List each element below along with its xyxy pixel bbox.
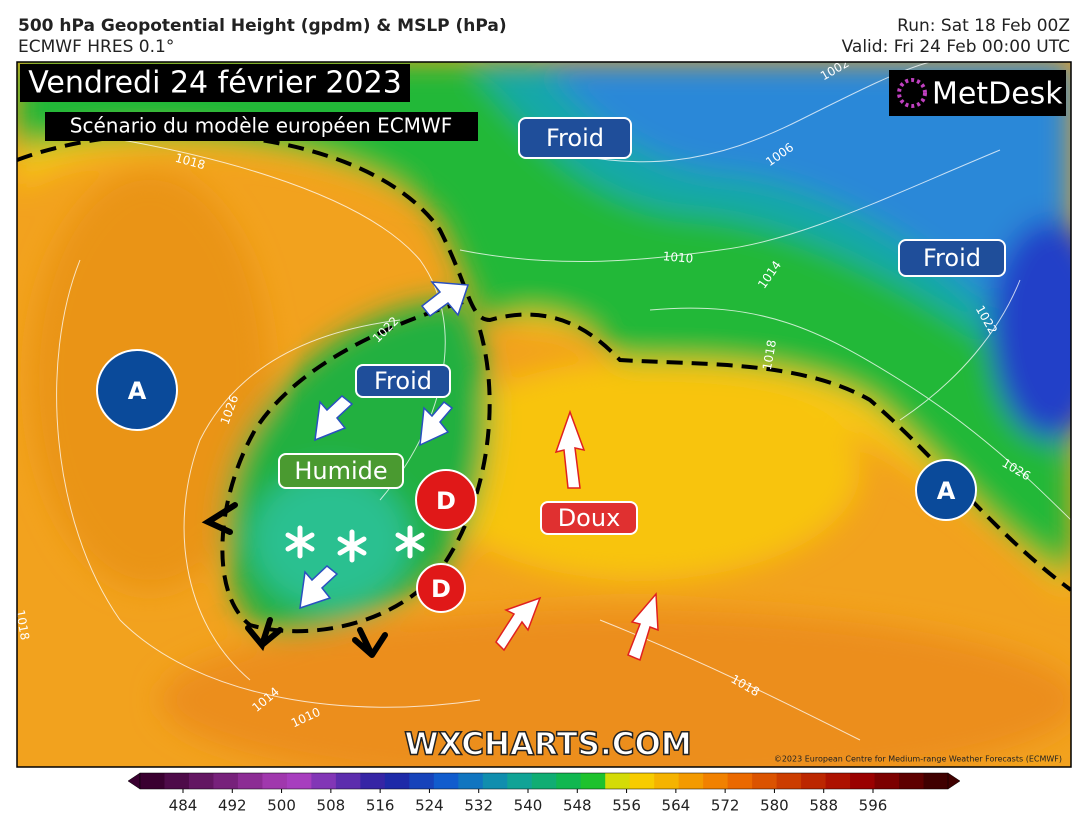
colorbar-swatch xyxy=(850,773,876,789)
logo: MetDesk xyxy=(932,77,1063,112)
colorbar-tick-label: 532 xyxy=(464,797,493,815)
isobar-label: 1018 xyxy=(13,609,32,642)
colorbar-tick-label: 500 xyxy=(267,797,296,815)
pressure-center-label: D xyxy=(431,575,451,603)
isobars xyxy=(56,62,1071,741)
scenario: Scénario du modèle européen ECMWF xyxy=(70,114,452,138)
colorbar-swatch xyxy=(188,773,214,789)
colorbar-swatch xyxy=(311,773,337,789)
colorbar-tick-label: 516 xyxy=(366,797,395,815)
colorbar-swatch xyxy=(678,773,704,789)
colorbar-swatch xyxy=(703,773,729,789)
colorbar-swatch xyxy=(727,773,753,789)
colorbar-tick-label: 548 xyxy=(563,797,592,815)
colorbar-swatch xyxy=(213,773,239,789)
colorbar-tick-label: 580 xyxy=(760,797,789,815)
pressure-center-label: D xyxy=(436,487,456,515)
colorbar-swatch xyxy=(237,773,263,789)
colorbar-end xyxy=(127,772,141,790)
contour-552 xyxy=(17,131,1071,592)
colorbar-swatch xyxy=(384,773,410,789)
colorbar-swatch xyxy=(605,773,631,789)
pressure-center xyxy=(415,469,477,531)
scenario-box xyxy=(45,112,478,141)
colorbar-swatch xyxy=(629,773,655,789)
colorbar-tick-label: 556 xyxy=(612,797,641,815)
colorbar-outline xyxy=(139,772,949,790)
label-text: Froid xyxy=(546,124,604,152)
logo-icon xyxy=(897,78,927,108)
isobar-label: 1010 xyxy=(662,249,694,266)
colorbar-swatch xyxy=(286,773,312,789)
cold-arrows xyxy=(299,281,470,610)
label-text: Doux xyxy=(558,504,621,532)
colorbar-swatch xyxy=(556,773,582,789)
colorbar-swatch xyxy=(458,773,484,789)
colorbar-tick-label: 540 xyxy=(514,797,543,815)
colorbar-swatch xyxy=(140,773,165,789)
colorbar-swatch xyxy=(899,773,925,789)
label-box xyxy=(355,364,451,398)
label-text: Froid xyxy=(923,244,981,272)
trough-contour xyxy=(220,298,492,634)
colorbar-swatch xyxy=(335,773,361,789)
colorbar-tick-label: 564 xyxy=(662,797,691,815)
pressure-center xyxy=(416,563,466,613)
snow-symbols xyxy=(285,525,425,563)
map-frame xyxy=(16,61,1072,768)
warm-arrows xyxy=(495,409,659,662)
black-arrows xyxy=(201,502,388,658)
map-labels: Froid Froid Froid Humide Doux A A D D xyxy=(96,117,1006,613)
colorbar-tick-label: 508 xyxy=(317,797,346,815)
colorbar-swatch xyxy=(409,773,435,789)
run-time: Run: Sat 18 Feb 00Z xyxy=(897,16,1070,36)
date: Vendredi 24 février 2023 xyxy=(28,66,402,101)
colorbar-tick-label: 484 xyxy=(169,797,198,815)
label-box xyxy=(518,117,632,159)
colorbar-swatch xyxy=(482,773,508,789)
valid-time: Valid: Fri 24 Feb 00:00 UTC xyxy=(842,37,1070,57)
colorbar-swatch xyxy=(262,773,288,789)
colorbar-end xyxy=(947,772,961,790)
watermark: WXCHARTS.COM xyxy=(404,727,691,763)
date-box xyxy=(20,64,410,102)
pressure-center xyxy=(915,459,977,521)
map: 1018102210261010101410061002102210261018… xyxy=(13,62,1071,767)
label-box xyxy=(898,239,1006,277)
colorbar-tick-label: 492 xyxy=(218,797,247,815)
colorbar-tick-label: 524 xyxy=(415,797,444,815)
colorbar-tick-label: 572 xyxy=(711,797,740,815)
label-box xyxy=(540,501,638,535)
colorbar-swatch xyxy=(360,773,386,789)
pressure-center-label: A xyxy=(937,477,956,505)
colorbar-tick-label: 596 xyxy=(859,797,888,815)
label-text: Humide xyxy=(294,457,387,485)
subtitle: ECMWF HRES 0.1° xyxy=(18,37,174,57)
pressure-center-label: A xyxy=(128,377,147,405)
colorbar-swatch xyxy=(433,773,459,789)
colorbar-swatch xyxy=(752,773,778,789)
isobar-label: 1018 xyxy=(760,339,779,372)
colorbar-swatch xyxy=(825,773,851,789)
colorbar-swatch xyxy=(654,773,680,789)
colorbar-swatch xyxy=(776,773,802,789)
colorbar-tick-label: 588 xyxy=(809,797,838,815)
colorbar-swatch xyxy=(164,773,190,789)
label-text: Froid xyxy=(374,367,432,395)
label-box xyxy=(278,453,404,489)
copyright: ©2023 European Centre for Medium-range W… xyxy=(774,755,1062,764)
logo-box xyxy=(889,70,1066,116)
colorbar-swatch xyxy=(923,773,949,789)
colorbar-swatch xyxy=(580,773,606,789)
colorbar-swatch xyxy=(507,773,533,789)
colorbar-swatch xyxy=(874,773,900,789)
title: 500 hPa Geopotential Height (gpdm) & MSL… xyxy=(18,16,507,36)
colorbar-swatch xyxy=(531,773,557,789)
colorbar-swatch xyxy=(801,773,827,789)
pressure-center xyxy=(96,349,178,431)
colorbar: 484 492 500 508 516 524 532 540 548 556 564 572 580 5… xyxy=(127,772,961,815)
